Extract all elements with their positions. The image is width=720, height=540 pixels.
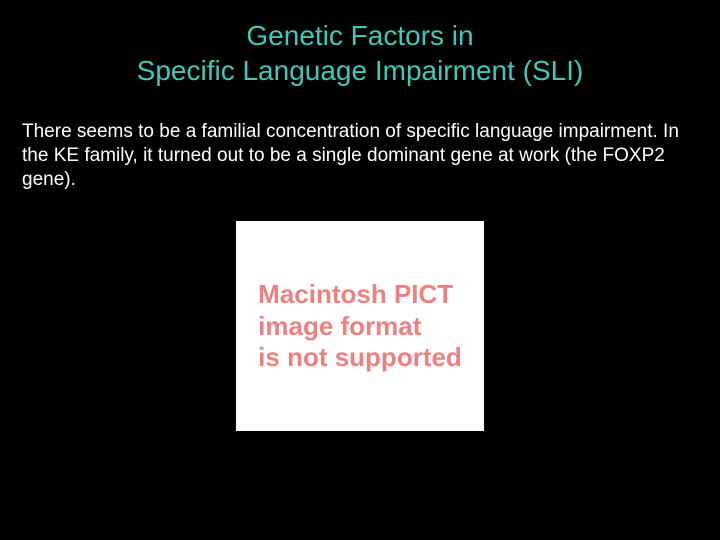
- slide-container: Genetic Factors in Specific Language Imp…: [0, 0, 720, 540]
- placeholder-message: Macintosh PICT image format is not suppo…: [258, 279, 462, 373]
- placeholder-line-2: image format: [258, 311, 421, 341]
- image-placeholder: Macintosh PICT image format is not suppo…: [236, 221, 484, 431]
- slide-title: Genetic Factors in Specific Language Imp…: [20, 18, 700, 88]
- title-line-2: Specific Language Impairment (SLI): [137, 55, 584, 86]
- title-line-1: Genetic Factors in: [246, 20, 473, 51]
- slide-body-text: There seems to be a familial concentrati…: [20, 120, 700, 191]
- placeholder-line-3: is not supported: [258, 342, 462, 372]
- placeholder-line-1: Macintosh PICT: [258, 279, 453, 309]
